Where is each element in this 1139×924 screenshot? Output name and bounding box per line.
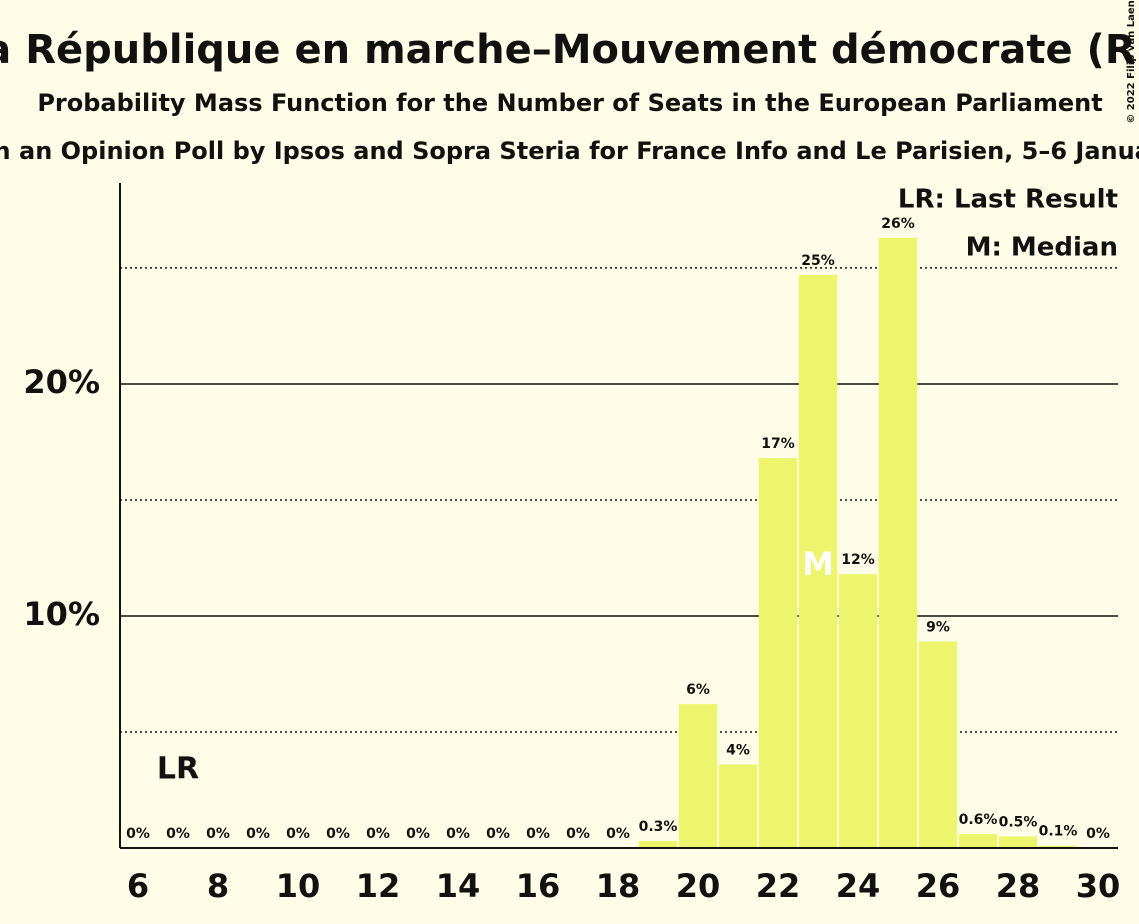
x-tick-label: 30 — [1076, 867, 1121, 905]
legend-entry: M: Median — [966, 233, 1118, 263]
x-tick-label: 10 — [276, 867, 321, 905]
last-result-label: LR — [157, 752, 199, 787]
x-tick-label: 8 — [207, 867, 229, 905]
value-label: 0% — [246, 826, 270, 842]
value-label: 0% — [446, 826, 470, 842]
y-tick-label: 10% — [23, 595, 100, 633]
value-label: 0% — [606, 826, 630, 842]
bar — [798, 274, 838, 848]
bar — [878, 237, 918, 848]
value-label: 0.1% — [1039, 824, 1078, 840]
value-label: 4% — [726, 742, 750, 758]
y-tick-label: 20% — [23, 363, 100, 401]
value-label: 0% — [166, 826, 190, 842]
median-label: M — [802, 545, 834, 583]
bar — [678, 704, 718, 848]
bar — [958, 834, 998, 848]
x-tick-label: 16 — [516, 867, 561, 905]
value-label: 0% — [206, 826, 230, 842]
bar — [718, 764, 758, 848]
bar — [838, 574, 878, 848]
value-label: 0% — [406, 826, 430, 842]
value-label: 17% — [761, 436, 795, 452]
chart-title: La République en marche–Mouvement démocr… — [0, 27, 1139, 73]
value-label: 0% — [1086, 826, 1110, 842]
bar — [758, 458, 798, 848]
value-label: 9% — [926, 619, 950, 635]
x-tick-label: 6 — [127, 867, 149, 905]
legend-entry: LR: Last Result — [898, 185, 1118, 215]
value-label: 12% — [841, 552, 875, 568]
x-tick-label: 18 — [596, 867, 641, 905]
bar — [918, 641, 958, 848]
value-label: 0% — [326, 826, 350, 842]
value-label: 0% — [126, 826, 150, 842]
value-label: 6% — [686, 682, 710, 698]
value-label: 0.3% — [639, 819, 678, 835]
x-tick-label: 20 — [676, 867, 721, 905]
value-label: 0.6% — [959, 812, 998, 828]
bar — [1038, 845, 1078, 848]
value-label: 0% — [526, 826, 550, 842]
value-label: 0% — [566, 826, 590, 842]
value-label: 26% — [881, 216, 915, 232]
x-tick-label: 14 — [436, 867, 481, 905]
value-label: 0% — [286, 826, 310, 842]
bar — [998, 836, 1038, 848]
bar — [638, 841, 678, 848]
value-label: 0.5% — [999, 814, 1038, 830]
value-label: 0% — [486, 826, 510, 842]
value-label: 0% — [366, 826, 390, 842]
chart-caption: Based on an Opinion Poll by Ipsos and So… — [0, 137, 1139, 165]
x-tick-label: 26 — [916, 867, 961, 905]
copyright: © 2022 Filip van Laenen — [1126, 0, 1137, 124]
x-tick-label: 22 — [756, 867, 801, 905]
value-label: 25% — [801, 253, 835, 269]
x-tick-label: 24 — [836, 867, 881, 905]
x-tick-label: 12 — [356, 867, 401, 905]
chart-subtitle: Probability Mass Function for the Number… — [37, 89, 1102, 117]
x-tick-label: 28 — [996, 867, 1041, 905]
